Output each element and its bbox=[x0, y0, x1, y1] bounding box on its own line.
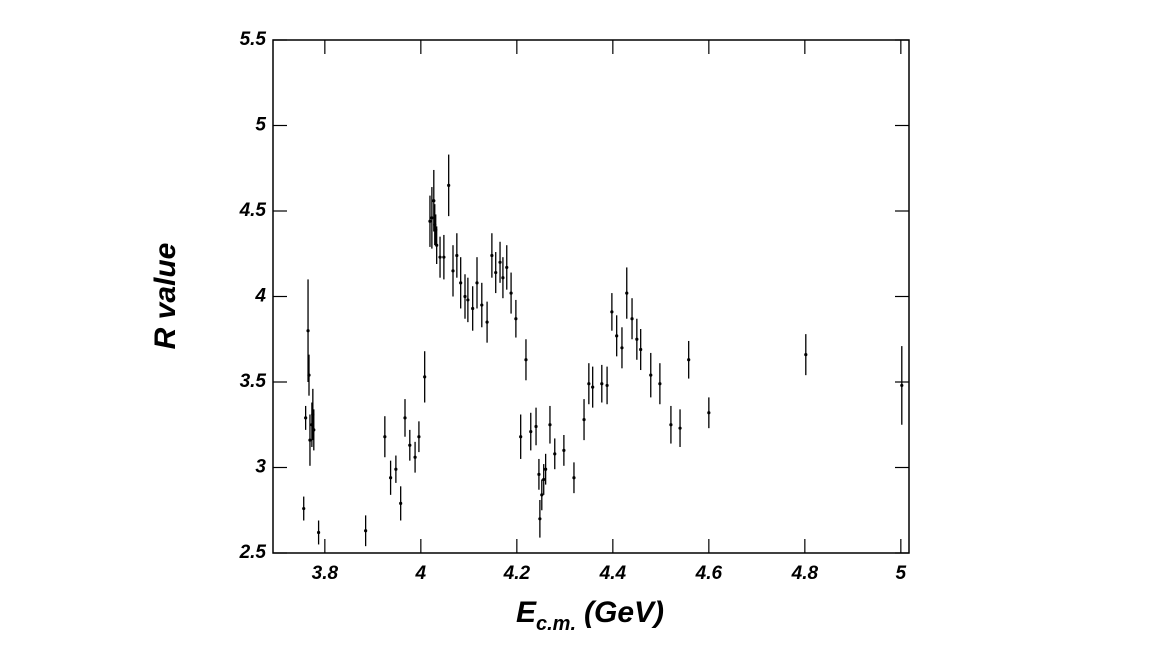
x-axis-label-subscript: c.m. bbox=[536, 613, 576, 635]
data-point bbox=[417, 435, 421, 439]
data-point bbox=[900, 383, 904, 388]
data-point bbox=[485, 320, 489, 324]
data-point bbox=[317, 530, 321, 535]
data-point bbox=[423, 375, 427, 379]
y-axis-label: R value bbox=[149, 243, 182, 350]
data-point bbox=[447, 183, 451, 187]
data-point bbox=[306, 329, 310, 333]
data-point bbox=[524, 358, 528, 362]
x-axis-label-unit: (GeV) bbox=[584, 596, 664, 629]
data-point bbox=[687, 358, 691, 362]
data-point bbox=[610, 310, 614, 314]
data-point bbox=[413, 455, 417, 459]
data-point bbox=[605, 383, 609, 388]
data-point bbox=[538, 517, 542, 521]
data-point bbox=[480, 303, 484, 307]
y-tick-label: 3 bbox=[255, 457, 266, 478]
data-point bbox=[435, 243, 439, 247]
data-point bbox=[364, 529, 368, 533]
y-tick-label: 4 bbox=[254, 286, 266, 307]
data-point bbox=[408, 443, 412, 447]
data-point bbox=[600, 382, 604, 386]
data-point bbox=[428, 219, 432, 223]
data-point bbox=[438, 255, 442, 259]
data-point bbox=[505, 265, 509, 270]
x-tick-label: 3.8 bbox=[312, 563, 339, 584]
x-axis-label: Ec.m. (GeV) bbox=[516, 596, 664, 635]
y-tick-label: 3.5 bbox=[240, 371, 267, 392]
x-tick-label: 4.4 bbox=[599, 563, 627, 584]
data-point bbox=[383, 435, 387, 439]
x-axis-label-main: E bbox=[516, 596, 537, 629]
x-tick-label: 4 bbox=[415, 563, 427, 584]
x-tick-label: 4.8 bbox=[791, 563, 819, 584]
data-point bbox=[544, 467, 548, 471]
x-tick-label: 5 bbox=[896, 563, 907, 584]
data-point bbox=[442, 255, 446, 259]
data-point bbox=[669, 423, 673, 427]
data-point bbox=[432, 199, 436, 203]
data-point bbox=[649, 373, 653, 377]
data-point bbox=[451, 269, 455, 273]
data-point bbox=[308, 438, 312, 442]
data-point bbox=[587, 382, 591, 386]
data-point bbox=[658, 382, 662, 386]
data-point bbox=[562, 448, 566, 452]
data-point bbox=[399, 501, 403, 506]
data-point bbox=[302, 506, 306, 511]
data-point bbox=[494, 270, 498, 275]
data-point bbox=[519, 435, 523, 439]
data-point bbox=[582, 418, 586, 422]
data-point bbox=[804, 353, 808, 357]
data-point bbox=[389, 476, 393, 480]
data-point bbox=[540, 493, 544, 497]
data-point bbox=[498, 260, 502, 264]
data-point bbox=[509, 291, 513, 295]
data-point bbox=[548, 423, 552, 427]
data-point bbox=[537, 472, 541, 476]
data-point bbox=[615, 334, 619, 338]
x-tick-label: 4.6 bbox=[695, 563, 723, 584]
data-point bbox=[707, 411, 711, 415]
y-tick-label: 5 bbox=[255, 115, 266, 136]
y-tick-label: 2.5 bbox=[239, 542, 267, 563]
data-point bbox=[471, 306, 475, 311]
data-point bbox=[463, 294, 467, 299]
data-point bbox=[591, 385, 595, 389]
data-point bbox=[403, 416, 407, 420]
y-tick-label: 5.5 bbox=[240, 29, 267, 50]
data-point bbox=[534, 424, 538, 429]
data-point bbox=[307, 373, 311, 377]
data-point bbox=[542, 477, 546, 482]
data-point bbox=[678, 426, 682, 430]
y-tick-label: 4.5 bbox=[239, 200, 267, 221]
data-point bbox=[635, 337, 639, 341]
data-point bbox=[620, 346, 624, 350]
data-point bbox=[501, 276, 505, 280]
data-point bbox=[572, 476, 576, 480]
data-point bbox=[304, 416, 308, 420]
data-point bbox=[475, 281, 479, 285]
data-point bbox=[529, 429, 533, 434]
data-point bbox=[553, 452, 557, 456]
data-point bbox=[625, 291, 629, 295]
data-point bbox=[466, 298, 470, 302]
data-point bbox=[312, 428, 316, 432]
data-point bbox=[430, 216, 434, 220]
data-point bbox=[630, 317, 634, 321]
data-point bbox=[490, 253, 494, 258]
data-point bbox=[459, 281, 463, 285]
x-tick-label: 4.2 bbox=[503, 563, 531, 584]
data-point bbox=[639, 347, 643, 352]
data-point bbox=[455, 253, 459, 258]
data-point bbox=[394, 467, 398, 471]
data-point bbox=[514, 317, 518, 321]
plot-frame bbox=[272, 39, 910, 554]
